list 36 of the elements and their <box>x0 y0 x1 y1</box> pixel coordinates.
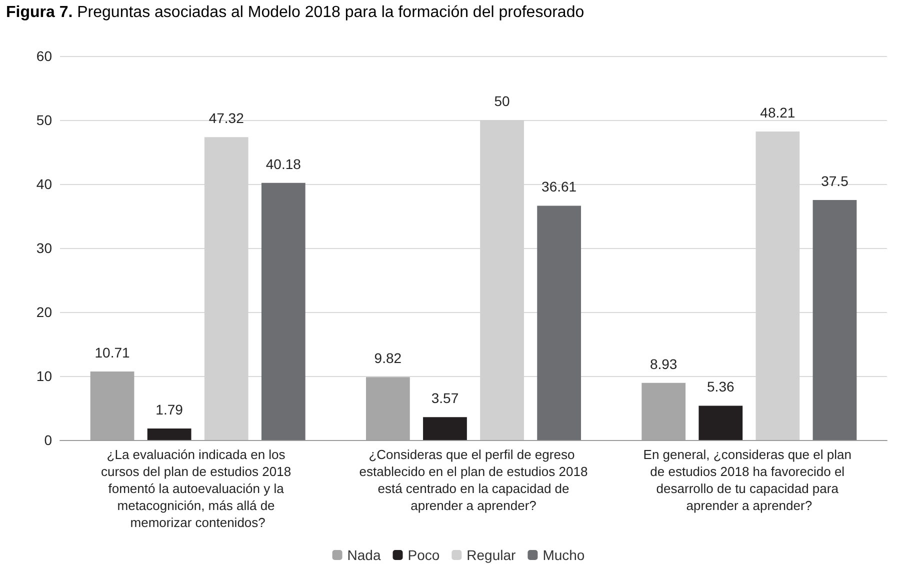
legend-label: Nada <box>347 547 381 563</box>
data-label: 3.57 <box>431 390 459 406</box>
y-tick-label: 20 <box>36 304 52 320</box>
data-label: 48.21 <box>760 104 796 120</box>
y-tick-label: 30 <box>36 240 52 256</box>
legend-label: Poco <box>408 547 440 563</box>
bar <box>642 382 686 440</box>
bar <box>147 428 192 440</box>
data-label: 9.82 <box>374 350 402 366</box>
bar <box>698 406 743 440</box>
chart-title: Figura 7. Preguntas asociadas al Modelo 2018 para la formación del profesorado <box>5 3 586 23</box>
y-tick-label: 60 <box>36 48 52 64</box>
bar <box>261 182 306 440</box>
data-label: 36.61 <box>542 178 577 195</box>
bar <box>366 377 410 440</box>
y-tick-label: 50 <box>36 112 52 128</box>
y-tick-label: 10 <box>36 368 52 384</box>
bar <box>90 371 134 440</box>
x-tick-label: ¿La evaluación indicada en los cursos del plan de estudios 2018 fomentó la autoevaluación y la metacognición, más allá de memorizar contenidos? <box>100 447 295 530</box>
data-label: 10.71 <box>94 344 130 360</box>
bar <box>537 206 582 440</box>
x-tick-label: ¿Consideras que el perfil de egreso establecido en el plan de estudios 2018 está centrado en la capacidad de aprender a aprender? <box>359 447 588 513</box>
bar <box>423 417 467 440</box>
x-tick-label: En general, ¿consideras que el plan de estudios 2018 ha favorecido el desarrollo de tu capacidad para aprender a aprender? <box>643 447 856 513</box>
data-label: 37.5 <box>821 173 849 189</box>
data-label: 1.79 <box>156 402 184 418</box>
legend-label: Mucho <box>542 547 585 563</box>
bar <box>812 200 857 440</box>
legend-label: Regular <box>466 547 516 563</box>
data-label: 50 <box>494 93 510 109</box>
data-label: 47.32 <box>208 110 244 126</box>
data-label: 8.93 <box>650 356 678 372</box>
y-tick-label: 0 <box>44 432 52 448</box>
data-label: 5.36 <box>707 378 734 395</box>
data-label: 40.18 <box>266 156 302 172</box>
y-tick-label: 40 <box>36 176 52 192</box>
